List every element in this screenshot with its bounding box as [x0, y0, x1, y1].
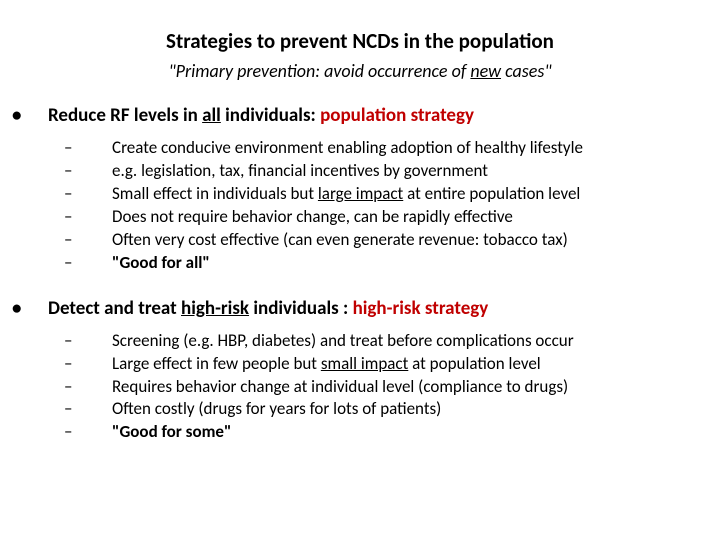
- item-text: Create conducive environment enabling ad…: [112, 137, 583, 158]
- list-item: –"Good for some": [88, 421, 690, 444]
- item-text: Large effect in few people but: [112, 353, 321, 374]
- item-text: Does not require behavior change, can be…: [112, 206, 513, 227]
- section-1-header: •Reduce RF levels in all individuals: po…: [30, 104, 690, 127]
- item-text: Often costly (drugs for years for lots o…: [112, 398, 441, 419]
- section-population-strategy: •Reduce RF levels in all individuals: po…: [30, 104, 690, 275]
- subtitle-post: cases": [501, 60, 552, 82]
- item-text: "Good for all": [112, 252, 210, 273]
- s2-h-u1: high-risk: [181, 297, 249, 320]
- item-text: e.g. legislation, tax, financial incenti…: [112, 160, 488, 181]
- section-1-list: –Create conducive environment enabling a…: [30, 137, 690, 275]
- list-item: –Requires behavior change at individual …: [88, 376, 690, 399]
- dash-icon: –: [88, 229, 112, 252]
- item-text: Often very cost effective (can even gene…: [112, 229, 568, 250]
- item-text: Small effect in individuals but: [112, 183, 318, 204]
- list-item: –Screening (e.g. HBP, diabetes) and trea…: [88, 330, 690, 353]
- s1-h-mid: individuals:: [221, 104, 320, 127]
- list-item: –Create conducive environment enabling a…: [88, 137, 690, 160]
- bullet-icon: •: [30, 104, 48, 127]
- s1-h-red: population strategy: [320, 104, 474, 127]
- dash-icon: –: [88, 330, 112, 353]
- dash-icon: –: [88, 206, 112, 229]
- item-text-u: large impact: [318, 183, 403, 204]
- list-item: –Large effect in few people but small im…: [88, 353, 690, 376]
- slide-title: Strategies to prevent NCDs in the popula…: [30, 28, 690, 54]
- s1-h-pre: Reduce RF levels in: [48, 104, 202, 127]
- s1-h-u1: all: [202, 104, 221, 127]
- section-high-risk-strategy: •Detect and treat high-risk individuals …: [30, 297, 690, 445]
- item-text: at entire population level: [403, 183, 580, 204]
- s2-h-red: high-risk strategy: [353, 297, 489, 320]
- list-item: –Often very cost effective (can even gen…: [88, 229, 690, 252]
- item-text: Requires behavior change at individual l…: [112, 376, 568, 397]
- list-item: –Does not require behavior change, can b…: [88, 206, 690, 229]
- list-item: –e.g. legislation, tax, financial incent…: [88, 160, 690, 183]
- list-item: –Often costly (drugs for years for lots …: [88, 398, 690, 421]
- s2-h-mid: individuals :: [249, 297, 353, 320]
- list-item: –"Good for all": [88, 252, 690, 275]
- slide-subtitle: "Primary prevention: avoid occurrence of…: [30, 60, 690, 82]
- subtitle-underline: new: [470, 60, 501, 82]
- bullet-icon: •: [30, 297, 48, 320]
- item-text: Screening (e.g. HBP, diabetes) and treat…: [112, 330, 574, 351]
- dash-icon: –: [88, 398, 112, 421]
- subtitle-pre: "Primary prevention: avoid occurrence of: [168, 60, 470, 82]
- dash-icon: –: [88, 376, 112, 399]
- dash-icon: –: [88, 137, 112, 160]
- list-item: –Small effect in individuals but large i…: [88, 183, 690, 206]
- dash-icon: –: [88, 160, 112, 183]
- dash-icon: –: [88, 252, 112, 275]
- item-text-u: small impact: [321, 353, 408, 374]
- item-text: "Good for some": [112, 421, 231, 442]
- section-2-header: •Detect and treat high-risk individuals …: [30, 297, 690, 320]
- s2-h-pre: Detect and treat: [48, 297, 181, 320]
- section-2-list: –Screening (e.g. HBP, diabetes) and trea…: [30, 330, 690, 445]
- dash-icon: –: [88, 353, 112, 376]
- dash-icon: –: [88, 183, 112, 206]
- item-text: at population level: [408, 353, 540, 374]
- dash-icon: –: [88, 421, 112, 444]
